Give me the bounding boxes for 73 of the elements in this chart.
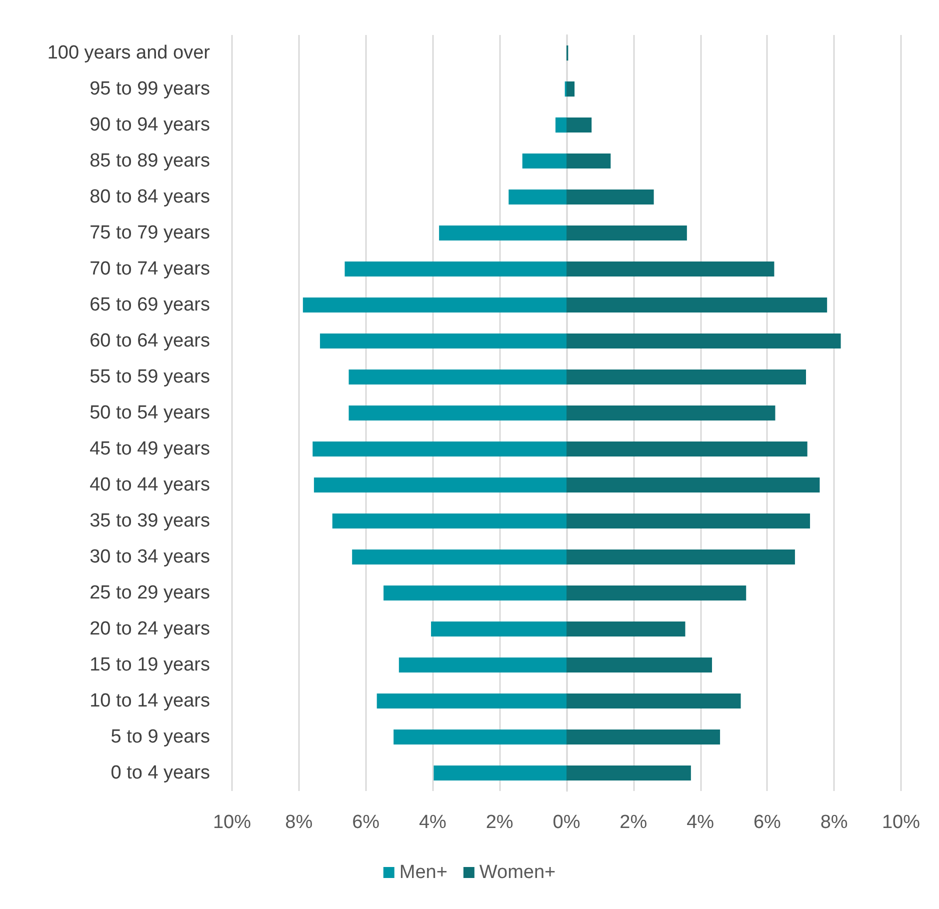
bar (344, 261, 566, 277)
x-tick-label: 0% (552, 812, 580, 833)
x-tick-label: 6% (352, 812, 380, 833)
x-tick-label: 8% (820, 812, 848, 833)
x-tick-label: 10% (212, 812, 252, 833)
bar (566, 225, 687, 241)
bar (566, 189, 654, 205)
y-tick-label: 95 to 99 years (90, 78, 210, 100)
bar (566, 549, 795, 565)
x-tick-label: 2% (486, 812, 514, 833)
bar (566, 117, 592, 133)
x-tick-label: 4% (418, 812, 447, 833)
bar (320, 333, 566, 349)
bar (312, 441, 566, 457)
y-tick-label: 80 to 84 years (90, 186, 210, 208)
y-tick-label: 20 to 24 years (90, 618, 210, 640)
bar (522, 153, 566, 169)
bar (348, 369, 566, 385)
bar (384, 585, 566, 601)
bar (566, 441, 808, 457)
bar (431, 621, 566, 637)
bar (566, 261, 774, 277)
y-tick-label: 35 to 39 years (90, 510, 210, 532)
bar (566, 657, 712, 673)
x-tick-label: 2% (620, 812, 648, 833)
y-tick-label: 65 to 69 years (90, 294, 210, 316)
y-tick-label: 15 to 19 years (90, 654, 210, 676)
bar (566, 513, 810, 529)
bar (508, 189, 566, 205)
bar (398, 657, 566, 673)
y-tick-label: 70 to 74 years (90, 258, 210, 280)
bar (302, 297, 566, 313)
bar (566, 477, 820, 493)
y-tick-label: 25 to 29 years (90, 582, 210, 604)
y-tick-label: 85 to 89 years (90, 150, 210, 172)
y-tick-label: 30 to 34 years (90, 546, 210, 568)
bar (352, 549, 566, 565)
bar (555, 117, 566, 133)
bar (394, 729, 566, 745)
y-tick-label: 55 to 59 years (90, 366, 210, 388)
x-tick-label: 6% (753, 812, 782, 833)
bar (376, 693, 566, 709)
y-tick-label: 5 to 9 years (110, 726, 210, 748)
bar (434, 765, 566, 781)
y-tick-label: 90 to 94 years (90, 114, 210, 136)
bar (566, 405, 776, 421)
bar (566, 693, 741, 709)
y-tick-label: 100 years and over (47, 42, 211, 64)
y-tick-label: 75 to 79 years (90, 222, 210, 244)
x-tick-label: 10% (882, 812, 920, 833)
bar (314, 477, 566, 493)
bar (566, 765, 691, 781)
bar (566, 729, 720, 745)
bar (348, 405, 566, 421)
x-tick-label: 8% (285, 812, 313, 833)
legend-label: Women+ (479, 862, 556, 883)
y-tick-label: 40 to 44 years (90, 474, 210, 496)
bar (566, 153, 611, 169)
bar (566, 333, 841, 349)
bar (566, 297, 828, 313)
bar (566, 585, 746, 601)
bar (566, 81, 575, 97)
y-tick-label: 60 to 64 years (90, 330, 210, 352)
bar (332, 513, 566, 529)
y-tick-label: 0 to 4 years (110, 762, 210, 784)
y-tick-label: 10 to 14 years (90, 690, 210, 712)
bar (566, 369, 806, 385)
y-tick-label: 50 to 54 years (90, 402, 210, 424)
bar (566, 621, 686, 637)
x-tick-label: 4% (686, 812, 714, 833)
bar (439, 225, 566, 241)
y-tick-label: 45 to 49 years (90, 438, 210, 460)
legend-label: Men+ (399, 862, 448, 883)
